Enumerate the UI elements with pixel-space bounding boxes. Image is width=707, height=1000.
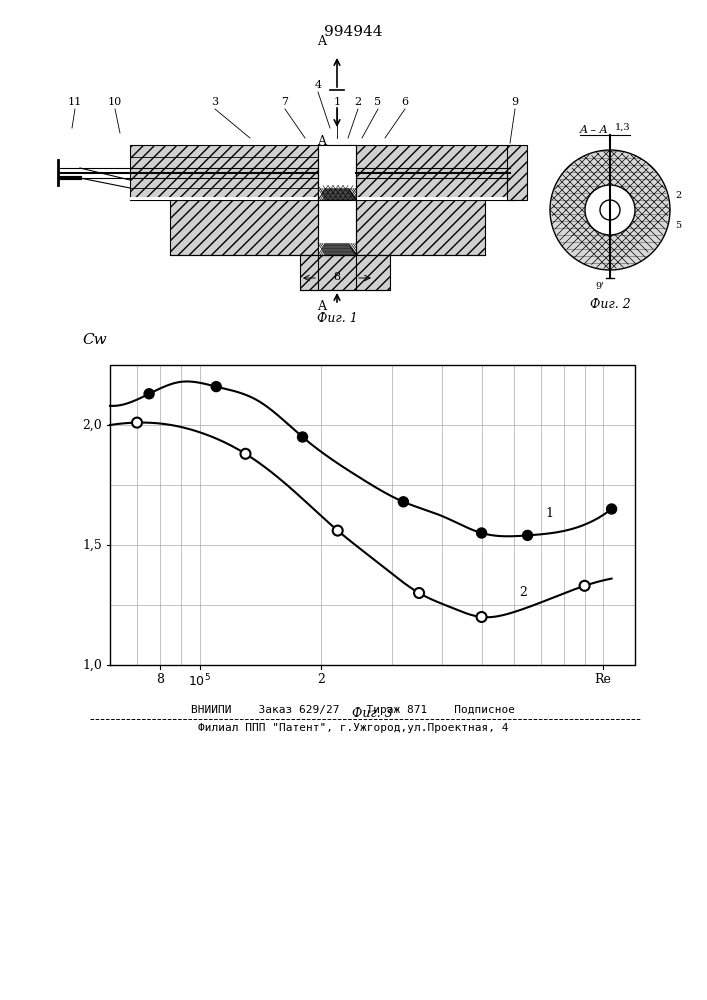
Bar [130, 197, 350, 200]
Text: A: A [317, 35, 327, 48]
Text: 1: 1 [546, 507, 554, 520]
Text: 2: 2 [519, 586, 527, 599]
Text: 8: 8 [334, 272, 341, 282]
Text: Фиг. 3: Фиг. 3 [352, 707, 393, 720]
Circle shape [398, 497, 409, 507]
Text: A: A [317, 135, 327, 148]
Text: 5: 5 [375, 97, 382, 107]
Circle shape [477, 612, 486, 622]
Text: 11: 11 [68, 97, 82, 107]
Text: 2: 2 [675, 190, 682, 200]
Circle shape [132, 418, 142, 428]
Circle shape [580, 581, 590, 591]
Text: A – A: A – A [580, 125, 609, 135]
Text: Филиал ППП "Патент", г.Ужгород,ул.Проектная, 4: Филиал ППП "Патент", г.Ужгород,ул.Проект… [198, 723, 508, 733]
Text: 2: 2 [317, 673, 325, 686]
Bar [130, 145, 350, 200]
Bar [318, 200, 356, 255]
Circle shape [211, 382, 221, 392]
Text: 1: 1 [334, 97, 341, 107]
Circle shape [240, 449, 250, 459]
Text: Re: Re [595, 673, 612, 686]
Text: ВНИИПИ    Заказ 629/27    Тираж 871    Подписное: ВНИИПИ Заказ 629/27 Тираж 871 Подписное [191, 705, 515, 715]
Bar [350, 145, 515, 200]
Text: 7: 7 [281, 97, 288, 107]
Circle shape [414, 588, 424, 598]
Circle shape [522, 530, 532, 540]
Text: 2: 2 [354, 97, 361, 107]
Circle shape [298, 432, 308, 442]
Bar [507, 145, 527, 200]
Text: 6: 6 [402, 97, 409, 107]
Text: 8: 8 [156, 673, 165, 686]
Text: A: A [317, 300, 327, 313]
Bar [318, 145, 356, 200]
Bar [330, 200, 485, 255]
Text: 994944: 994944 [324, 25, 382, 39]
Circle shape [585, 185, 635, 235]
Text: 4: 4 [315, 80, 322, 90]
Bar [300, 255, 390, 290]
Text: 1,3: 1,3 [615, 123, 631, 132]
Circle shape [333, 526, 343, 536]
Circle shape [550, 150, 670, 270]
Text: Фиг. 1: Фиг. 1 [317, 312, 357, 325]
Text: 9': 9' [595, 282, 604, 291]
Bar [350, 197, 515, 200]
Text: 10: 10 [108, 97, 122, 107]
Bar [170, 200, 330, 255]
Text: $10^5$: $10^5$ [188, 673, 211, 690]
Circle shape [477, 528, 486, 538]
Text: 1,0: 1,0 [82, 658, 102, 672]
Circle shape [144, 389, 154, 399]
Circle shape [607, 504, 617, 514]
Text: 3: 3 [211, 97, 218, 107]
Text: Фиг. 2: Фиг. 2 [590, 298, 631, 311]
Text: 1,5: 1,5 [82, 538, 102, 552]
Text: Cw: Cw [83, 333, 107, 347]
Circle shape [600, 200, 620, 220]
Text: 5: 5 [675, 221, 681, 230]
Text: 2,0: 2,0 [82, 418, 102, 432]
Text: 9: 9 [511, 97, 518, 107]
